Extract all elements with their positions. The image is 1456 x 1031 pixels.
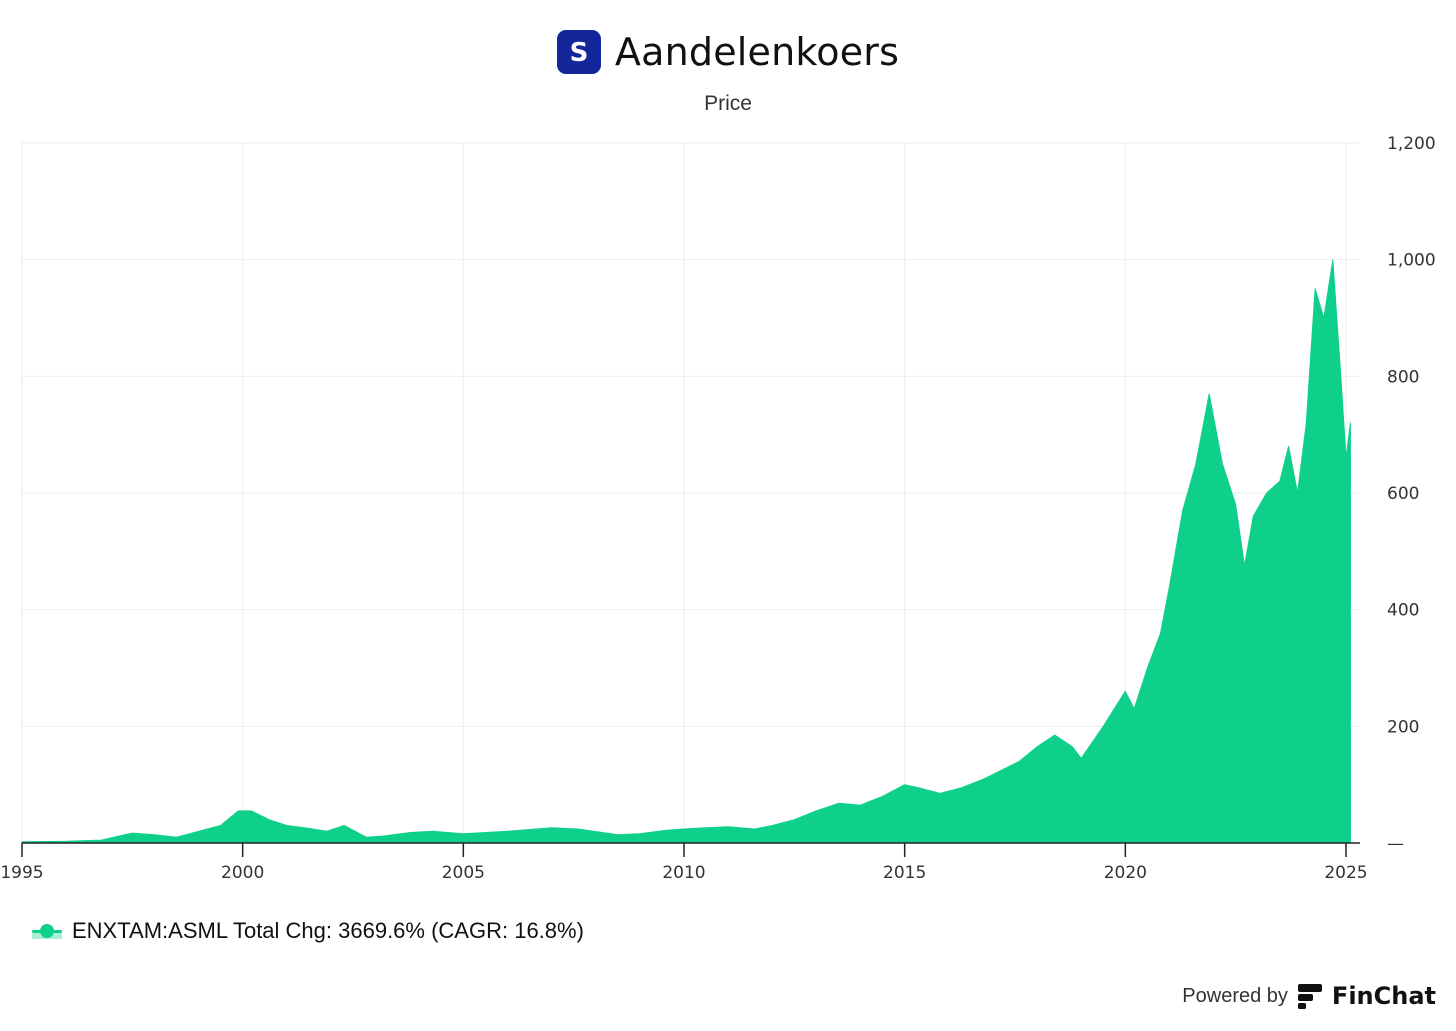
x-tick-label: 2005 — [442, 863, 485, 883]
y-tick-label: 400 — [1387, 601, 1419, 621]
legend-label: ENXTAM:ASML Total Chg: 3669.6% (CAGR: 16… — [72, 918, 584, 943]
y-tick-label: 1,000 — [1387, 251, 1436, 271]
powered-by-text: Powered by — [1182, 984, 1288, 1007]
axis-layer: 1,200 1,000 800 600 400 200 — 1995 2000 2005 2010 2… — [0, 134, 1435, 883]
series-area-ENXTAM:ASML — [21, 259, 1351, 844]
y-tick-label: 1,200 — [1387, 134, 1436, 154]
chart-title: Aandelenkoers — [614, 30, 900, 74]
svg-text:S: S — [570, 38, 589, 67]
finchat-logo-icon — [1297, 984, 1322, 1009]
chart-legend[interactable]: ENXTAM:ASML Total Chg: 3669.6% (CAGR: 16… — [32, 918, 584, 944]
chart-subtitle: Price — [704, 92, 752, 115]
x-tick-label: 2015 — [883, 863, 926, 883]
brand-logo-icon: S — [556, 30, 601, 74]
x-tick-label: 1995 — [0, 863, 43, 883]
x-tick-label: 2020 — [1104, 863, 1147, 883]
y-tick-label: 200 — [1387, 717, 1419, 737]
chart-header: S Aandelenkoers — [0, 30, 1456, 74]
finchat-brand[interactable]: FinChat — [1331, 982, 1436, 1010]
legend-swatch-icon — [32, 923, 62, 939]
y-tick-label: 600 — [1387, 484, 1419, 504]
y-tick-label: 800 — [1387, 367, 1419, 387]
price-chart: 1,200 1,000 800 600 400 200 — 1995 2000 2005 2010 2… — [0, 134, 1435, 883]
x-tick-label: 2010 — [662, 863, 705, 883]
footer-attribution: Powered by FinChat — [1182, 982, 1436, 1010]
y-tick-label: — — [1387, 834, 1404, 854]
area-layer — [21, 259, 1351, 844]
x-tick-label: 2025 — [1324, 863, 1367, 883]
s-logo-glyph: S — [570, 38, 589, 67]
x-tick-label: 2000 — [221, 863, 264, 883]
